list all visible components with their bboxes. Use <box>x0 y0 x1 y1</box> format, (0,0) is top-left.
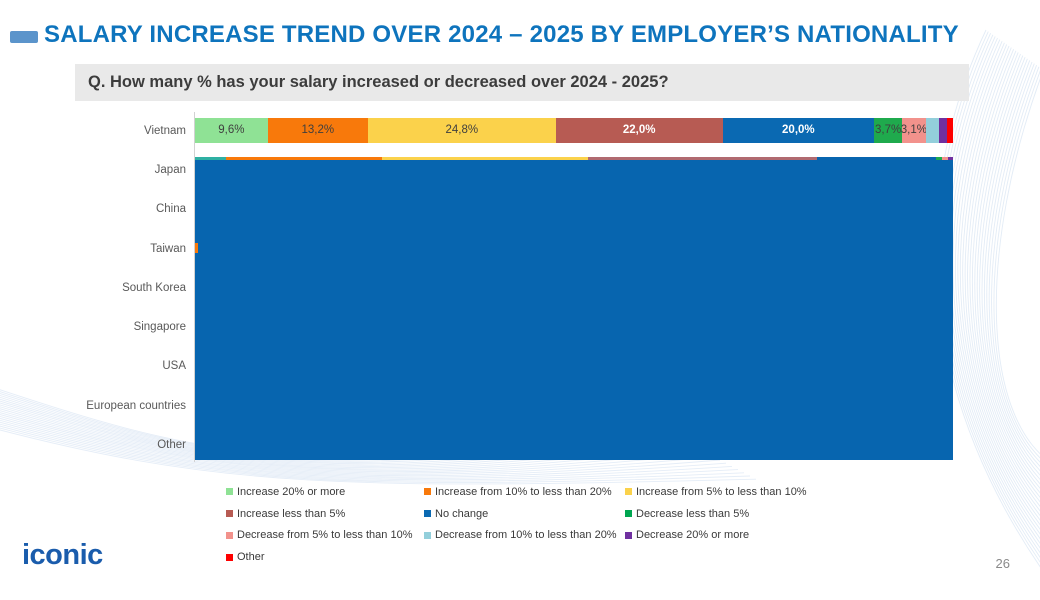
category-label: Taiwan <box>150 242 186 255</box>
legend-label: Other <box>237 551 265 564</box>
y-axis-line <box>194 112 195 462</box>
category-label: USA <box>162 360 186 373</box>
bar-segment <box>946 118 953 143</box>
category-label: South Korea <box>122 281 186 294</box>
title-bullet-icon <box>10 31 38 43</box>
legend-swatch-icon <box>424 488 431 496</box>
legend-swatch-icon <box>226 553 233 561</box>
iconic-logo: iconic <box>22 539 103 571</box>
bar-segment-label: 20,0% <box>782 124 815 136</box>
taiwan-left-notch <box>195 243 198 253</box>
title-row: SALARY INCREASE TREND OVER 2024 – 2025 B… <box>0 0 1040 60</box>
bar-segment-label: 3,1% <box>900 124 927 136</box>
bar-segment-label: 13,2% <box>301 124 335 136</box>
legend-label: Increase less than 5% <box>237 507 346 520</box>
legend-item: Increase 20% or more <box>226 481 424 503</box>
bar-segment: 13,2% <box>267 118 368 143</box>
legend-item: Increase from 10% to less than 20% <box>424 481 625 503</box>
legend-label: Increase from 10% to less than 20% <box>435 485 612 498</box>
bar-segment-label: 3,7% <box>875 124 902 136</box>
page-number: 26 <box>995 556 1010 571</box>
sliver-segment <box>382 157 589 160</box>
sliver-segment <box>816 157 937 160</box>
legend-swatch-icon <box>424 510 431 518</box>
legend-swatch-icon <box>424 531 431 539</box>
legend-label: Increase 20% or more <box>237 485 346 498</box>
bar-segment: 24,8% <box>367 118 556 143</box>
sliver-segment <box>226 157 383 160</box>
legend-swatch-icon <box>226 488 233 496</box>
category-label: Singapore <box>133 321 186 334</box>
bar-segment-label: 9,6% <box>218 124 245 136</box>
legend-item: Increase from 5% to less than 10% <box>625 481 905 503</box>
sliver-segment <box>588 157 817 160</box>
bar-segment-label: 22,0% <box>622 124 656 136</box>
question-text: Q. How many % has your salary increased … <box>88 73 669 91</box>
slide-title: SALARY INCREASE TREND OVER 2024 – 2025 B… <box>44 21 959 48</box>
legend-item: Decrease from 10% to less than 20% <box>424 525 625 547</box>
legend-swatch-icon <box>625 531 632 539</box>
bar-segment <box>925 118 940 143</box>
blue-overlay <box>195 160 953 460</box>
bar-segment: 3,7% <box>874 118 903 143</box>
bar-segment: 9,6% <box>195 118 268 143</box>
question-bar: Q. How many % has your salary increased … <box>75 64 969 101</box>
bar-segment <box>939 118 947 143</box>
legend-label: Decrease from 10% to less than 20% <box>435 529 617 542</box>
legend-label: Decrease 20% or more <box>636 529 750 542</box>
bar-segment: 22,0% <box>555 118 723 143</box>
category-label: Other <box>157 439 186 451</box>
legend-item: Decrease less than 5% <box>625 503 905 525</box>
vietnam-bar: 9,6% 13,2% 24,8% 22,0% 20,0% 3,7% 3,1% <box>195 118 953 143</box>
bar-segment: 3,1% <box>900 118 927 143</box>
legend-swatch-icon <box>625 488 632 496</box>
legend-item: Increase less than 5% <box>226 503 424 525</box>
bar-segment: 20,0% <box>722 118 875 143</box>
legend-label: Decrease less than 5% <box>636 507 750 520</box>
legend-item: Decrease from 5% to less than 10% <box>226 525 424 547</box>
legend-label: Decrease from 5% to less than 10% <box>237 529 413 542</box>
legend-swatch-icon <box>625 510 632 518</box>
legend-label: Increase from 5% to less than 10% <box>636 485 807 498</box>
legend-item: Decrease 20% or more <box>625 525 905 547</box>
legend-item: Other <box>226 546 424 568</box>
category-axis: Vietnam Japan China Taiwan South Korea Singap… <box>0 112 186 462</box>
category-label: European countries <box>86 399 186 412</box>
legend-item: No change <box>424 503 625 525</box>
category-label: China <box>155 203 186 216</box>
category-label: Japan <box>154 163 186 176</box>
bar-segment-label: 24,8% <box>445 124 479 136</box>
legend-swatch-icon <box>226 510 233 518</box>
legend-label: No change <box>435 507 489 520</box>
chart-legend: Increase 20% or more Increase from 10% to… <box>226 481 905 568</box>
legend-swatch-icon <box>226 531 233 539</box>
category-label: Vietnam <box>144 124 186 137</box>
sliver-segment <box>195 157 227 160</box>
